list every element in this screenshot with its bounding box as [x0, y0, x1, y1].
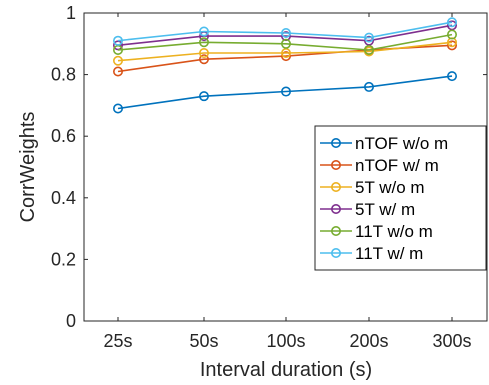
legend-swatch-marker	[330, 182, 341, 193]
x-tick-label: 300s	[432, 331, 471, 351]
data-point	[446, 71, 457, 82]
data-point	[446, 20, 457, 31]
y-tick-label: 0.2	[51, 249, 76, 269]
data-point	[280, 51, 291, 62]
series-line	[117, 41, 453, 62]
legend-swatch-marker	[330, 138, 341, 149]
legend-label: 5T w/ m	[355, 200, 415, 219]
data-point	[280, 28, 291, 39]
legend-box	[314, 125, 487, 271]
data-point	[113, 103, 124, 114]
y-tick-label: 0	[66, 311, 76, 331]
y-tick-label: 1	[66, 3, 76, 23]
data-point	[113, 66, 124, 77]
series-line	[117, 24, 453, 47]
data-point	[363, 44, 374, 55]
legend-label: nTOF w/ m	[355, 156, 439, 175]
data-point	[199, 37, 210, 48]
y-tick-label: 0.8	[51, 65, 76, 85]
data-point	[446, 29, 457, 40]
data-point	[446, 17, 457, 28]
data-point	[199, 48, 210, 59]
legend-swatch-marker	[330, 160, 341, 171]
legend-label: 11T w/ m	[355, 244, 423, 263]
data-point	[363, 35, 374, 46]
series-line	[117, 21, 453, 42]
y-tick-label: 0.4	[51, 188, 76, 208]
series-line	[117, 75, 453, 110]
series-layer	[113, 17, 457, 114]
y-tick-label: 0.6	[51, 126, 76, 146]
legend-item: nTOF w/o m	[320, 134, 448, 153]
series	[113, 71, 457, 114]
x-tick-label: 25s	[103, 331, 132, 351]
legend-label: 11T w/o m	[355, 222, 433, 241]
data-point	[280, 86, 291, 97]
x-tick-label: 50s	[189, 331, 218, 351]
data-point	[363, 81, 374, 92]
data-point	[113, 44, 124, 55]
data-point	[280, 48, 291, 59]
legend-swatch-marker	[330, 204, 341, 215]
data-point	[280, 38, 291, 49]
series-line	[117, 33, 453, 51]
legend-swatch-marker	[330, 226, 341, 237]
data-point	[199, 54, 210, 65]
x-axis-title: Interval duration (s)	[200, 359, 372, 381]
data-point	[113, 35, 124, 46]
series	[113, 29, 457, 55]
x-tick-label: 100s	[266, 331, 305, 351]
legend-item: 5T w/o m	[320, 178, 425, 197]
legend-item: nTOF w/ m	[320, 156, 439, 175]
legend-item: 11T w/ m	[320, 244, 423, 263]
data-point	[363, 32, 374, 43]
series	[113, 17, 457, 46]
legend-label: nTOF w/o m	[355, 134, 448, 153]
data-point	[113, 55, 124, 66]
data-point	[199, 91, 210, 102]
legend-item: 5T w/ m	[320, 200, 415, 219]
x-tick-label: 200s	[349, 331, 388, 351]
y-axis: 0 0.2 0.4 0.6 0.8 1	[51, 3, 487, 331]
legend-item: 11T w/o m	[320, 222, 433, 241]
y-axis-title: CorrWeights	[17, 112, 39, 223]
legend-label: 5T w/o m	[355, 178, 425, 197]
data-point	[199, 26, 210, 37]
legend: nTOF w/o m nTOF w/ m 5T w/o m 5T w/ m 11T w/…	[314, 125, 487, 271]
data-point	[446, 40, 457, 51]
x-axis: 25s 50s 100s 200s 300s	[103, 13, 472, 351]
legend-swatch-marker	[330, 248, 341, 259]
